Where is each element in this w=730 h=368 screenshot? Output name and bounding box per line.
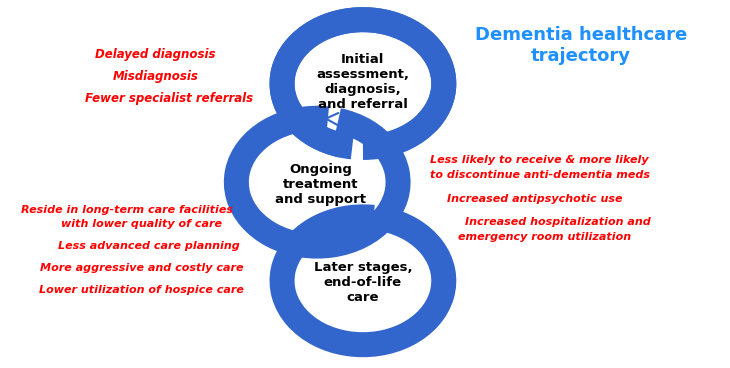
Text: Later stages,
end-of-life
care: Later stages, end-of-life care: [314, 261, 412, 304]
Text: Less likely to receive & more likely: Less likely to receive & more likely: [430, 155, 648, 165]
Text: Delayed diagnosis: Delayed diagnosis: [95, 48, 215, 61]
Text: emergency room utilization: emergency room utilization: [458, 232, 631, 242]
Text: to discontinue anti-dementia meds: to discontinue anti-dementia meds: [430, 170, 650, 180]
Text: Misdiagnosis: Misdiagnosis: [112, 70, 199, 83]
Text: Increased hospitalization and: Increased hospitalization and: [465, 217, 650, 227]
Text: Initial
assessment,
diagnosis,
and referral: Initial assessment, diagnosis, and refer…: [316, 53, 410, 111]
Text: with lower quality of care: with lower quality of care: [61, 219, 222, 229]
Text: Dementia healthcare
trajectory: Dementia healthcare trajectory: [474, 26, 687, 65]
Text: More aggressive and costly care: More aggressive and costly care: [39, 263, 243, 273]
Text: Lower utilization of hospice care: Lower utilization of hospice care: [39, 285, 244, 295]
Text: Reside in long-term care facilities: Reside in long-term care facilities: [21, 205, 234, 215]
Text: Ongoing
treatment
and support: Ongoing treatment and support: [275, 163, 366, 205]
Text: Less advanced care planning: Less advanced care planning: [58, 241, 239, 251]
Text: Fewer specialist referrals: Fewer specialist referrals: [85, 92, 253, 105]
Text: Increased antipsychotic use: Increased antipsychotic use: [447, 194, 623, 204]
